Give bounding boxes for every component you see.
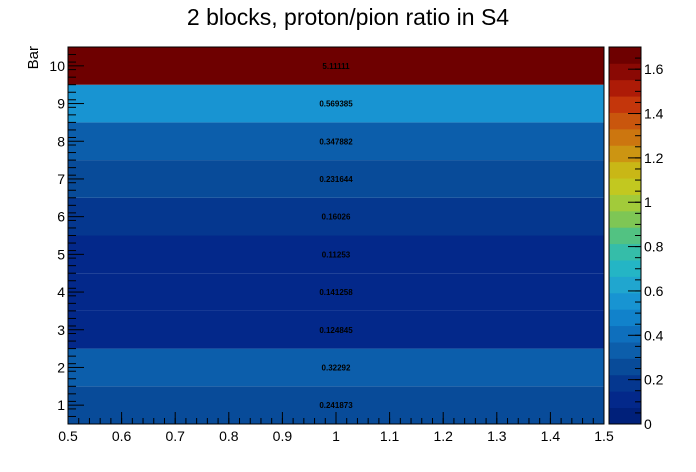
z-tick-label: 0.6 <box>644 283 664 299</box>
y-tick-label: 9 <box>57 96 65 112</box>
heatmap-cell <box>68 235 604 274</box>
x-axis: 0.5 0.6 0.7 0.8 0.9 1 1.1 1.2 1.3 1.4 1.5 <box>58 412 614 444</box>
y-tick-label: 4 <box>57 284 65 300</box>
cell-value-label: 0.241873 <box>319 401 353 410</box>
cell-value-label: 0.16026 <box>322 213 351 222</box>
z-tick-label: 0.8 <box>644 239 664 255</box>
x-tick-label: 1 <box>332 428 340 444</box>
x-tick-label: 1.3 <box>487 428 507 444</box>
cell-value-label: 0.124845 <box>319 326 353 335</box>
palette-swatch <box>609 161 641 179</box>
heatmap-cell <box>68 273 604 311</box>
palette-swatch <box>609 145 641 163</box>
palette-swatch <box>609 391 641 409</box>
x-tick-label: 1.5 <box>594 428 614 444</box>
y-tick-label: 6 <box>57 209 65 225</box>
palette-swatch <box>609 178 641 195</box>
cell-value-label: 0.231644 <box>319 175 353 184</box>
cell-value-label: 5.11111 <box>322 62 350 71</box>
palette-swatch <box>609 243 641 261</box>
y-tick-label: 1 <box>57 397 65 413</box>
y-axis: 1 2 3 4 5 6 7 8 9 10 <box>49 46 84 425</box>
x-tick-label: 0.9 <box>273 428 293 444</box>
palette-swatch <box>609 79 641 97</box>
heatmap-cell <box>68 160 604 198</box>
x-tick-label: 0.6 <box>112 428 132 444</box>
palette-swatch <box>609 342 641 359</box>
palette-swatch <box>609 358 641 376</box>
palette-swatch <box>609 374 641 392</box>
x-tick-label: 1.1 <box>380 428 400 444</box>
palette-swatch <box>609 276 641 294</box>
z-tick-label: 1.2 <box>644 150 664 166</box>
z-tick-label: 0.4 <box>644 327 664 343</box>
palette-swatch <box>609 112 641 130</box>
z-tick-label: 1.4 <box>644 106 664 122</box>
x-tick-label: 1.4 <box>541 428 561 444</box>
palette-swatch <box>609 407 641 425</box>
heatmap-cell <box>68 348 604 387</box>
palette-swatch <box>609 194 641 212</box>
cell-value-label: 0.141258 <box>319 288 353 297</box>
heatmap-cell <box>68 197 604 236</box>
heatmap-cell <box>68 84 604 123</box>
cell-value-label: 0.32292 <box>322 363 351 372</box>
x-tick-label: 1.2 <box>433 428 453 444</box>
chart-title: 2 blocks, proton/pion ratio in S4 <box>186 4 510 30</box>
palette-swatch <box>609 260 641 277</box>
z-tick-label: 0 <box>644 416 652 432</box>
cell-value-labels: 0.241873 0.32292 0.124845 0.141258 0.11253 0.… <box>319 62 353 410</box>
y-tick-label: 3 <box>57 322 65 338</box>
y-tick-label: 2 <box>57 359 65 375</box>
y-tick-label: 10 <box>49 58 65 74</box>
z-tick-label: 1 <box>644 194 652 210</box>
color-palette-bar <box>608 46 642 425</box>
cell-value-label: 0.347882 <box>319 137 353 146</box>
palette-swatch <box>609 96 641 113</box>
z-tick-label: 1.6 <box>644 61 664 77</box>
heatmap-cells <box>68 47 604 424</box>
x-tick-label: 0.7 <box>165 428 185 444</box>
palette-swatch <box>609 63 641 81</box>
y-tick-label: 7 <box>57 171 65 187</box>
y-tick-label: 8 <box>57 133 65 149</box>
palette-swatch <box>609 227 641 245</box>
palette-swatch <box>609 210 641 228</box>
heatmap-cell <box>68 122 604 161</box>
z-tick-label: 0.2 <box>644 372 664 388</box>
palette-swatch <box>609 325 641 343</box>
cell-value-label: 0.11253 <box>322 250 351 259</box>
heatmap-cell <box>68 310 604 349</box>
palette-swatch <box>609 309 641 327</box>
heatmap-cell <box>68 47 604 85</box>
palette-swatch <box>609 47 641 64</box>
y-tick-label: 5 <box>57 246 65 262</box>
cell-value-label: 0.569385 <box>319 100 353 109</box>
palette-swatch <box>609 128 641 146</box>
palette-swatch <box>609 292 641 310</box>
y-axis-label: Bar <box>25 46 42 69</box>
z-axis: 0 0.2 0.4 0.6 0.8 1 1.2 1.4 1.6 <box>628 46 664 432</box>
x-tick-label: 0.5 <box>58 428 78 444</box>
x-tick-label: 0.8 <box>219 428 239 444</box>
